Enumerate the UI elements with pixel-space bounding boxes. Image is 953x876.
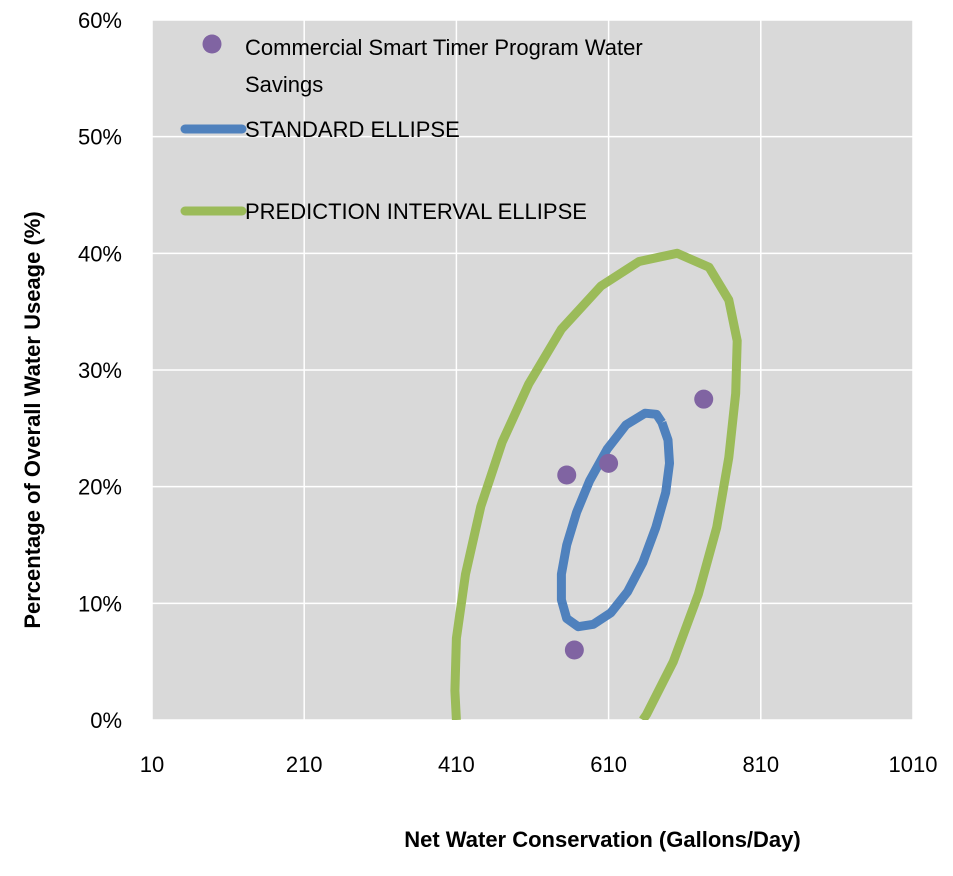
data-point — [599, 453, 619, 473]
legend-label: PREDICTION INTERVAL ELLIPSE — [245, 199, 587, 224]
x-axis-title: Net Water Conservation (Gallons/Day) — [404, 827, 800, 852]
y-tick-label: 20% — [78, 475, 122, 500]
y-tick-label: 10% — [78, 591, 122, 616]
legend-label: Commercial Smart Timer Program Water — [245, 35, 643, 60]
y-tick-label: 50% — [78, 125, 122, 150]
y-tick-label: 40% — [78, 241, 122, 266]
x-tick-label: 810 — [742, 752, 779, 777]
legend-label: STANDARD ELLIPSE — [245, 117, 460, 142]
gridlines — [151, 19, 914, 721]
y-tick-label: 60% — [78, 8, 122, 33]
data-point — [557, 465, 577, 485]
legend-marker-points — [202, 34, 222, 54]
y-tick-label: 30% — [78, 358, 122, 383]
x-tick-label: 610 — [590, 752, 627, 777]
x-tick-label: 10 — [140, 752, 164, 777]
y-tick-label: 0% — [90, 708, 122, 733]
legend-label: Savings — [245, 72, 323, 97]
x-tick-label: 210 — [286, 752, 323, 777]
series-layer — [450, 248, 742, 720]
data-point — [564, 640, 584, 660]
legend: Commercial Smart Timer Program Water Savi… — [180, 34, 643, 224]
x-tick-label: 410 — [438, 752, 475, 777]
standard-ellipse-line — [556, 408, 674, 632]
axis-tick-labels: 0% 10% 20% 30% 40% 50% 60% 10 210 410 610 810 1010 — [78, 8, 938, 777]
y-axis-title: Percentage of Overall Water Useage (%) — [20, 211, 45, 628]
x-tick-label: 1010 — [889, 752, 938, 777]
prediction-interval-ellipse-line — [450, 248, 742, 720]
data-point — [694, 389, 714, 409]
